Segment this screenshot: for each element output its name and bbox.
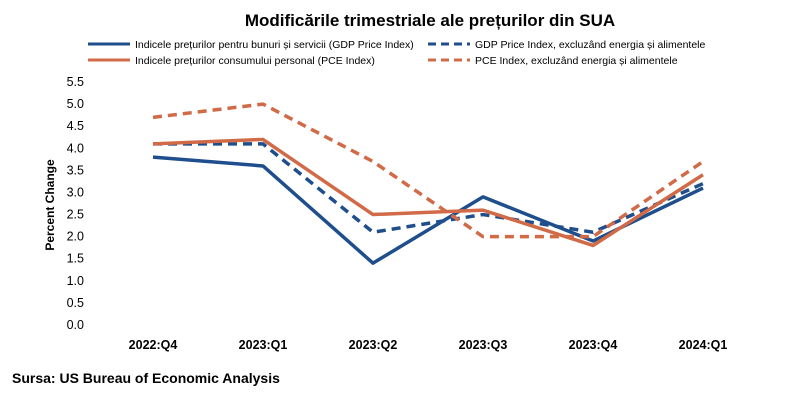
x-tick-label: 2023:Q3 [459, 338, 508, 352]
y-tick-label: 4.0 [67, 141, 84, 155]
y-tick-label: 3.0 [67, 185, 84, 199]
y-tick-label: 0.5 [67, 296, 84, 310]
source-note: Sursa: US Bureau of Economic Analysis [12, 370, 280, 386]
series-line-3 [152, 102, 704, 239]
y-tick-label: 2.5 [67, 208, 84, 222]
y-tick-label: 2.0 [67, 230, 84, 244]
y-tick-label: 5.5 [67, 75, 84, 89]
series-line-1 [153, 142, 704, 234]
x-tick-label: 2023:Q4 [569, 338, 618, 352]
legend-label-gdp-core: GDP Price Index, excluzând energia și al… [475, 39, 706, 51]
legend-label-pce-core: PCE Index, excluzând energia și alimente… [475, 55, 678, 67]
series-line-2 [152, 137, 704, 248]
x-tick-label: 2023:Q1 [239, 338, 288, 352]
y-tick-label: 3.5 [67, 163, 84, 177]
x-tick-label: 2023:Q2 [349, 338, 398, 352]
y-axis-label: Percent Change [43, 159, 57, 251]
series-line-0 [152, 155, 704, 265]
y-axis-ticks: 0.0 0.5 1.0 1.5 2.0 2.5 3.0 3.5 4.0 4.5 5.0 5.5 [67, 75, 84, 332]
y-tick-label: 1.0 [67, 274, 84, 288]
y-tick-label: 0.0 [67, 318, 84, 332]
y-tick-label: 5.0 [67, 97, 84, 111]
series-lines [152, 102, 704, 265]
y-tick-label: 4.5 [67, 119, 84, 133]
x-tick-label: 2022:Q4 [129, 338, 178, 352]
y-tick-label: 1.5 [67, 252, 84, 266]
legend: Indicele prețurilor pentru bunuri și ser… [88, 39, 706, 67]
x-tick-label: 2024:Q1 [679, 338, 728, 352]
legend-label-gdp: Indicele prețurilor pentru bunuri și ser… [135, 39, 414, 51]
chart-title: Modificările trimestriale ale prețurilor… [245, 11, 615, 30]
legend-label-pce: Indicele prețurilor consumului personal … [135, 55, 375, 67]
x-axis-ticks: 2022:Q4 2023:Q1 2023:Q2 2023:Q3 2023:Q4 2024:… [129, 338, 728, 352]
